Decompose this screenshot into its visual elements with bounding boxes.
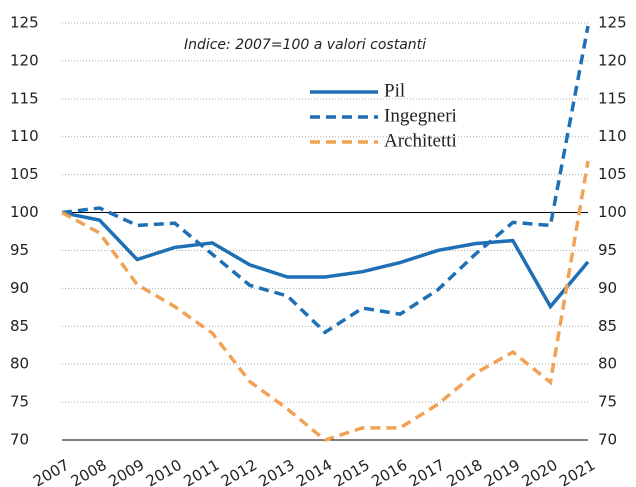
x-tick-label: 2012 (218, 456, 260, 487)
x-tick-label: 2013 (256, 456, 298, 487)
x-tick-label: 2015 (331, 456, 373, 487)
y2-tick-label: 105 (598, 165, 627, 183)
legend-label: Ingegneri (384, 105, 457, 126)
annotation: Indice: 2007=100 a valori costanti (184, 37, 426, 53)
series-line (61, 210, 590, 310)
series-line (61, 25, 590, 335)
y-tick-label: 95 (10, 241, 29, 259)
y-tick-label: 90 (10, 279, 29, 297)
y2-tick-label: 85 (598, 317, 617, 335)
y-tick-label: 125 (10, 14, 39, 32)
legend-label: Architetti (384, 130, 457, 151)
y-tick-label: 70 (10, 431, 29, 449)
y2-tick-label: 125 (598, 14, 627, 32)
legend-label: Pil (384, 80, 405, 101)
x-tick-label: 2011 (180, 456, 222, 487)
y-tick-label: 120 (10, 51, 39, 69)
x-tick-label: 2021 (556, 456, 598, 487)
legend: Pil Ingegneri Architetti (310, 80, 457, 151)
y2-tick-label: 115 (598, 89, 627, 107)
x-tick-label: 2019 (481, 456, 523, 487)
y-tick-label: 115 (10, 89, 39, 107)
x-tick-label: 2009 (105, 456, 147, 487)
y-tick-label: 110 (10, 127, 39, 145)
x-tick-label: 2010 (143, 456, 185, 487)
x-tick-label: 2007 (30, 456, 72, 487)
y-tick-label: 100 (10, 203, 39, 221)
y2-tick-label: 95 (598, 241, 617, 259)
y2-tick-label: 70 (598, 431, 617, 449)
y-tick-label: 75 (10, 393, 29, 411)
y2-tick-label: 120 (598, 51, 627, 69)
x-tick-label: 2018 (443, 456, 485, 487)
y2-tick-label: 110 (598, 127, 627, 145)
y2-tick-label: 100 (598, 203, 627, 221)
x-tick-label: 2016 (368, 456, 410, 487)
x-tick-label: 2008 (68, 456, 110, 487)
series-line (61, 160, 590, 442)
y-tick-label: 80 (10, 355, 29, 373)
x-tick-label: 2020 (519, 456, 561, 487)
x-tick-label: 2017 (406, 456, 448, 487)
x-tick-label: 2014 (293, 456, 335, 487)
y-tick-label: 105 (10, 165, 39, 183)
y-tick-label: 85 (10, 317, 29, 335)
y2-tick-label: 90 (598, 279, 617, 297)
y2-tick-label: 80 (598, 355, 617, 373)
y2-tick-label: 75 (598, 393, 617, 411)
